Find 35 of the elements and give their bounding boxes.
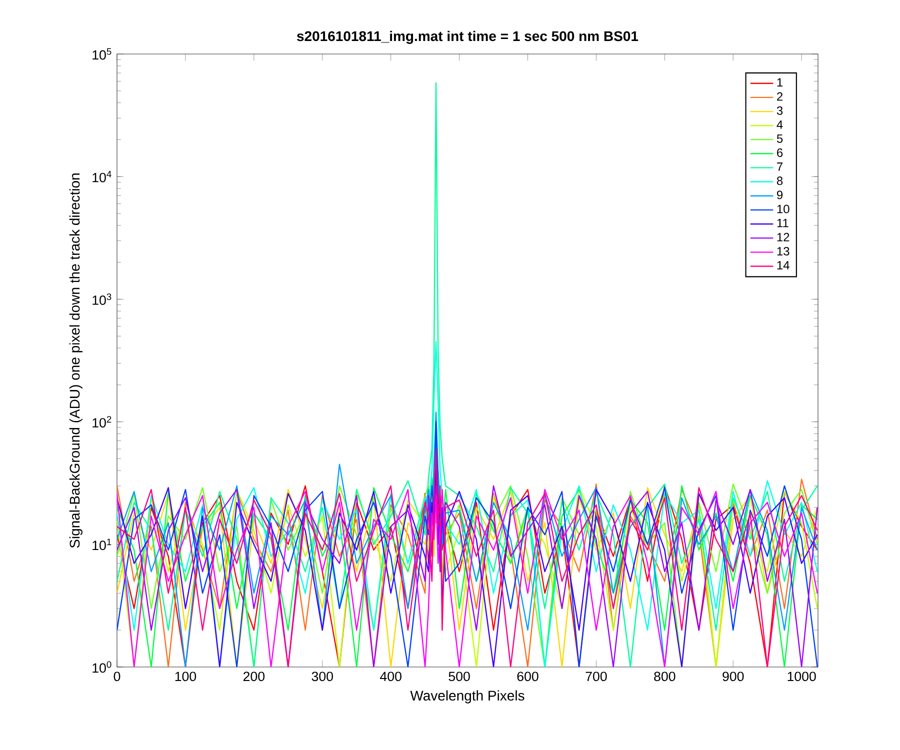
legend-label: 6	[777, 148, 783, 157]
legend-label: 14	[777, 261, 790, 270]
legend-label: 7	[777, 162, 782, 171]
y-tick-label: 10$^{3}$	[92, 293, 112, 305]
x-tick-label: 400	[380, 672, 402, 682]
chart-title: s2016101811_img.mat int time = 1 sec 500 nm BS01	[296, 30, 638, 44]
legend-label: 11	[777, 218, 788, 228]
y-tick-label: 10$^{4}$	[92, 170, 112, 182]
legend-label: 12	[777, 232, 790, 242]
y-tick-label: 10$^{2}$	[92, 416, 112, 428]
x-tick-label: 0	[114, 672, 120, 682]
x-tick-label: 500	[448, 672, 470, 682]
x-axis-title: Wavelength Pixels	[410, 690, 524, 704]
legend-label: 10	[777, 204, 790, 214]
x-tick-label: 800	[654, 672, 676, 682]
legend-label: 5	[776, 134, 783, 143]
x-tick-label: 900	[722, 672, 744, 682]
legend-label: 13	[777, 246, 790, 256]
x-tick-label: 100	[175, 672, 196, 682]
line-series	[117, 341, 818, 667]
x-tick-label: 600	[517, 672, 538, 682]
legend-label: 9	[776, 190, 783, 200]
y-tick-label: 10$^{1}$	[92, 538, 112, 550]
y-tick-label: 10$^{0}$	[92, 661, 112, 673]
x-tick-label: 1000	[788, 672, 816, 682]
legend-label: 4	[776, 120, 783, 129]
x-tick-label: 300	[312, 672, 333, 682]
x-tick-label: 700	[586, 672, 607, 682]
x-tick-label: 200	[243, 672, 265, 682]
y-axis-title: Signal-BackGround (ADU) one pixel down the track direction	[69, 174, 82, 548]
y-tick-label: 10$^{5}$	[92, 48, 112, 60]
legend-label: 8	[776, 176, 783, 186]
legend-label: 3	[776, 106, 783, 115]
legend-label: 1	[777, 78, 783, 87]
legend-label: 2	[777, 92, 782, 101]
